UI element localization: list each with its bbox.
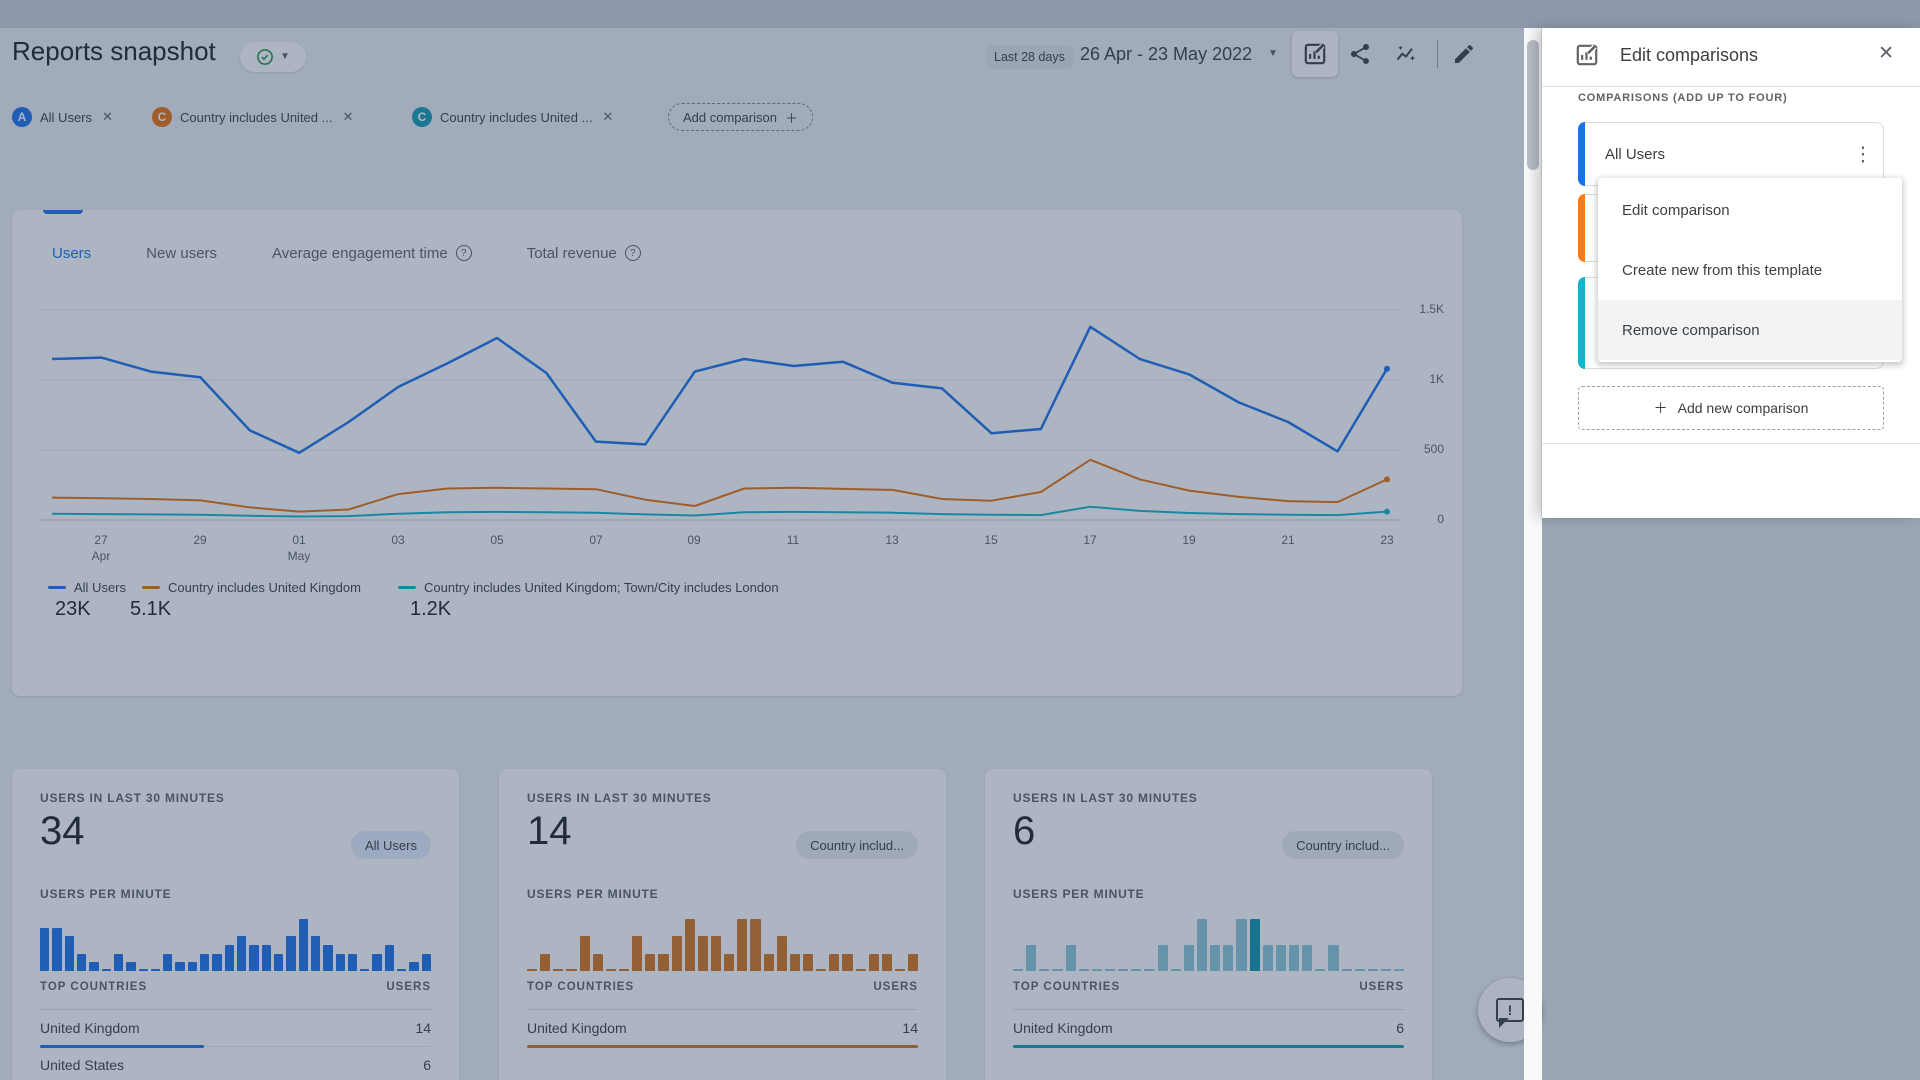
comparison-card-all-users[interactable]: All Users ⋮ (1578, 122, 1884, 186)
close-icon[interactable]: ✕ (1878, 42, 1894, 65)
comparison-card-label: All Users (1605, 123, 1665, 185)
comparison-accent-bar (1578, 122, 1585, 186)
comparison-context-menu: Edit comparisonCreate new from this temp… (1598, 178, 1902, 362)
menu-item[interactable]: Edit comparison (1598, 180, 1902, 240)
menu-item[interactable]: Remove comparison (1598, 300, 1902, 360)
add-new-comparison-label: Add new comparison (1678, 400, 1809, 416)
customize-report-icon (1574, 42, 1600, 68)
divider (1542, 443, 1920, 444)
panel-title: Edit comparisons (1620, 45, 1758, 66)
ga-reports-snapshot-page: Reports snapshot ▼ Last 28 days 26 Apr -… (0, 0, 1920, 1080)
scrollbar-track[interactable] (1524, 28, 1542, 1080)
comparisons-section-label: COMPARISONS (ADD UP TO FOUR) (1578, 92, 1787, 104)
comparison-accent-bar (1578, 277, 1585, 369)
add-new-comparison-button[interactable]: ＋ Add new comparison (1578, 386, 1884, 430)
scrollbar-thumb[interactable] (1527, 40, 1539, 170)
plus-icon: ＋ (1654, 398, 1668, 418)
comparison-accent-bar (1578, 194, 1585, 262)
menu-item[interactable]: Create new from this template (1598, 240, 1902, 300)
kebab-menu-icon[interactable]: ⋮ (1853, 142, 1873, 167)
divider (1542, 86, 1920, 87)
